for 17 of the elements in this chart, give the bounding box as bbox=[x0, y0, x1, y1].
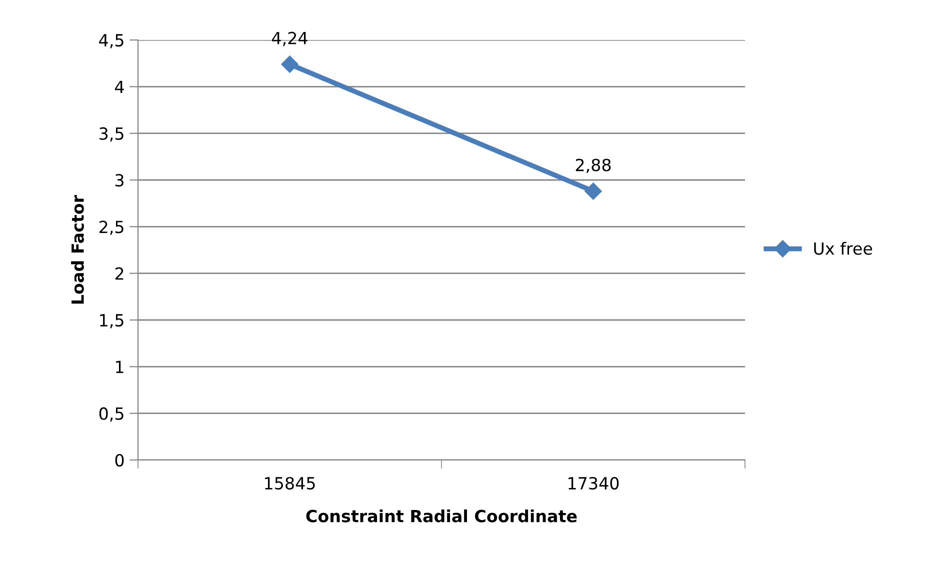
y-tick-label: 4 bbox=[115, 80, 124, 93]
x-tick-label: 15845 bbox=[265, 476, 315, 490]
x-axis-title: Constraint Radial Coordinate bbox=[306, 509, 577, 522]
y-tick-label: 1,5 bbox=[100, 314, 124, 328]
y-tick-label: 2,5 bbox=[100, 220, 124, 235]
y-tick-label: 1 bbox=[116, 360, 124, 373]
y-tick-label: 4,5 bbox=[99, 34, 124, 48]
y-tick-label: 0,5 bbox=[99, 407, 124, 422]
y-axis-title: Load Factor bbox=[71, 194, 84, 304]
y-tick-label: 3 bbox=[115, 174, 124, 187]
y-tick-label: 3,5 bbox=[100, 127, 124, 142]
y-tick-label: 0 bbox=[115, 454, 124, 467]
data-label: 4,24 bbox=[272, 32, 308, 46]
legend-label: Ux free bbox=[814, 242, 872, 255]
data-label: 2,88 bbox=[576, 158, 611, 174]
x-tick-label: 17340 bbox=[568, 476, 619, 490]
y-tick-label: 2 bbox=[115, 267, 124, 280]
